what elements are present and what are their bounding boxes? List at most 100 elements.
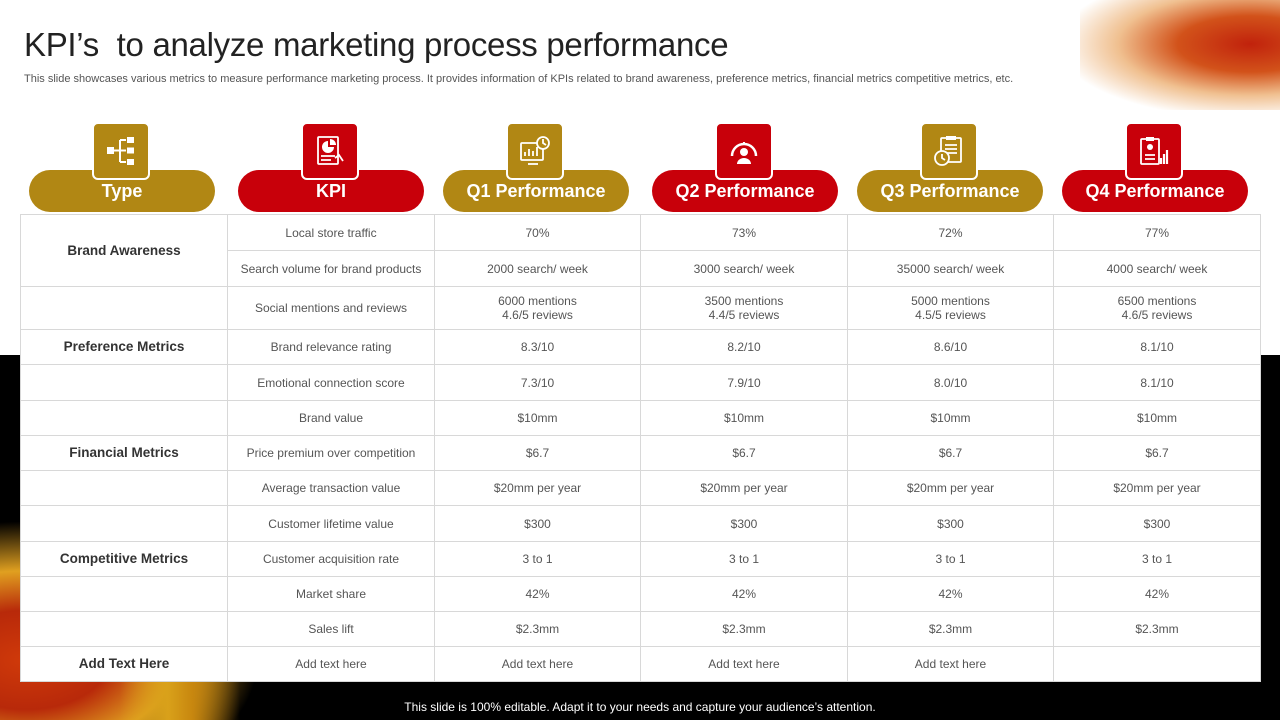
header-pill-q2: Q2 Performance	[652, 170, 838, 212]
q3-cell: 8.0/10	[847, 364, 1054, 401]
q4-cell: 77%	[1053, 214, 1261, 251]
header-q2: Q2 Performance	[652, 122, 838, 214]
q1-cell: 3 to 1	[434, 541, 641, 577]
q1-cell: 8.3/10	[434, 329, 641, 365]
q3-cell: 8.6/10	[847, 329, 1054, 365]
q3-cell: $20mm per year	[847, 470, 1054, 506]
kpi-cell: Add text here	[227, 646, 435, 682]
q4-cell: $300	[1053, 505, 1261, 542]
q4-cell: 3 to 1	[1053, 541, 1261, 577]
type-cell: Financial Metrics	[20, 435, 228, 471]
q1-cell: Add text here	[434, 646, 641, 682]
table-row: Emotional connection score 7.3/10 7.9/10…	[20, 364, 1261, 401]
q2-cell: 42%	[640, 576, 848, 612]
kpi-cell: Social mentions and reviews	[227, 286, 435, 330]
q2-cell: 3500 mentions 4.4/5 reviews	[640, 286, 848, 330]
q2-cell: 3000 search/ week	[640, 250, 848, 287]
q3-cell: 72%	[847, 214, 1054, 251]
q4-cell: 8.1/10	[1053, 329, 1261, 365]
q1-cell: $300	[434, 505, 641, 542]
type-cell-empty	[20, 470, 228, 506]
q3-cell: 35000 search/ week	[847, 250, 1054, 287]
q4-cell	[1053, 646, 1261, 682]
q3-cell: $2.3mm	[847, 611, 1054, 647]
header-q3: Q3 Performance	[857, 122, 1043, 214]
page-subtitle: This slide showcases various metrics to …	[24, 73, 1014, 85]
q1-cell: $10mm	[434, 400, 641, 436]
table-row: Brand Awareness Local store traffic 70% …	[20, 214, 1261, 287]
type-cell: Competitive Metrics	[20, 541, 228, 577]
q1-cell: $6.7	[434, 435, 641, 471]
kpi-cell: Market share	[227, 576, 435, 612]
footer-note: This slide is 100% editable. Adapt it to…	[404, 700, 876, 714]
q4-cell: 42%	[1053, 576, 1261, 612]
table-row: Social mentions and reviews 6000 mention…	[20, 286, 1261, 330]
q1-cell: 6000 mentions 4.6/5 reviews	[434, 286, 641, 330]
q2-cell: 8.2/10	[640, 329, 848, 365]
table-row: Financial Metrics Price premium over com…	[20, 435, 1261, 471]
header-type: Type	[29, 122, 215, 214]
q1-cell: $20mm per year	[434, 470, 641, 506]
q3-cell: 3 to 1	[847, 541, 1054, 577]
table-row: Add Text Here Add text here Add text her…	[20, 646, 1261, 682]
q4-cell: 8.1/10	[1053, 364, 1261, 401]
kpi-cell: Average transaction value	[227, 470, 435, 506]
kpi-cell: Sales lift	[227, 611, 435, 647]
q2-cell: 3 to 1	[640, 541, 848, 577]
table-row: Sales lift $2.3mm $2.3mm $2.3mm $2.3mm	[20, 611, 1261, 647]
q1-cell: 7.3/10	[434, 364, 641, 401]
table-row: Market share 42% 42% 42% 42%	[20, 576, 1261, 612]
type-cell-empty	[20, 505, 228, 542]
q4-cell: $2.3mm	[1053, 611, 1261, 647]
kpi-cell: Customer acquisition rate	[227, 541, 435, 577]
q2-cell: Add text here	[640, 646, 848, 682]
table-row: Search volume for brand products 2000 se…	[21, 250, 1261, 287]
q2-cell: $20mm per year	[640, 470, 848, 506]
q2-cell: $10mm	[640, 400, 848, 436]
hierarchy-icon	[92, 122, 150, 180]
q1-cell: 42%	[434, 576, 641, 612]
q3-cell: Add text here	[847, 646, 1054, 682]
kpi-cell: Price premium over competition	[227, 435, 435, 471]
q2-cell: $6.7	[640, 435, 848, 471]
clipboard-clock-icon	[920, 122, 978, 180]
kpi-cell: Brand relevance rating	[227, 329, 435, 365]
table-row: Competitive Metrics Customer acquisition…	[20, 541, 1261, 577]
header-kpi: KPI	[238, 122, 424, 214]
q1-cell: 70%	[434, 214, 641, 251]
q4-cell: $10mm	[1053, 400, 1261, 436]
q3-cell: $10mm	[847, 400, 1054, 436]
type-cell: Add Text Here	[20, 646, 228, 682]
q3-cell: $300	[847, 505, 1054, 542]
type-cell-empty	[20, 364, 228, 401]
q2-cell: 73%	[640, 214, 848, 251]
kpi-cell: Emotional connection score	[227, 364, 435, 401]
q2-cell: $300	[640, 505, 848, 542]
type-cell-empty	[20, 400, 228, 436]
dashboard-icon	[506, 122, 564, 180]
table-row: Average transaction value $20mm per year…	[20, 470, 1261, 506]
q1-cell: 2000 search/ week	[434, 250, 641, 287]
q4-cell: 6500 mentions 4.6/5 reviews	[1053, 286, 1261, 330]
kpi-cell: Search volume for brand products	[227, 250, 435, 287]
type-cell: Preference Metrics	[20, 329, 228, 365]
q3-cell: 5000 mentions 4.5/5 reviews	[847, 286, 1054, 330]
kpi-cell: Local store traffic	[227, 214, 435, 251]
type-cell-empty	[20, 576, 228, 612]
page-title: KPI’s to analyze marketing process perfo…	[24, 26, 729, 63]
pie-report-icon	[301, 122, 359, 180]
kpi-table: Brand Awareness Local store traffic 70% …	[20, 214, 1261, 682]
q2-cell: 7.9/10	[640, 364, 848, 401]
type-cell-empty	[20, 611, 228, 647]
table-row: Brand value $10mm $10mm $10mm $10mm	[20, 400, 1261, 436]
header-q1: Q1 Performance	[443, 122, 629, 214]
q4-cell: $6.7	[1053, 435, 1261, 471]
decorative-gradient-top-right	[1080, 0, 1280, 110]
table-row: Customer lifetime value $300 $300 $300 $…	[20, 505, 1261, 542]
q3-cell: 42%	[847, 576, 1054, 612]
type-cell: Brand Awareness	[20, 214, 228, 287]
q4-cell: $20mm per year	[1053, 470, 1261, 506]
report-chart-icon	[1125, 122, 1183, 180]
speedometer-user-icon	[715, 122, 773, 180]
q3-cell: $6.7	[847, 435, 1054, 471]
